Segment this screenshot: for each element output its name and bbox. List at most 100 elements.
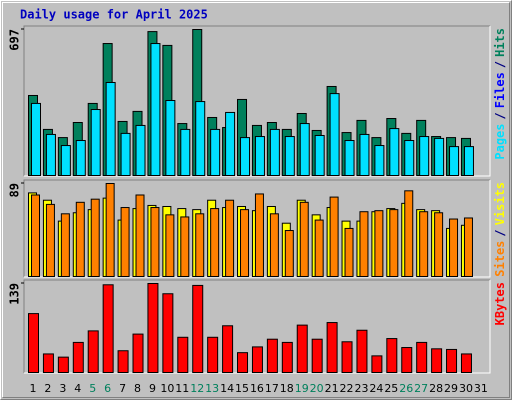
- bar: [165, 100, 176, 176]
- bar: [120, 207, 130, 277]
- bar: [311, 338, 323, 374]
- bar: [314, 219, 324, 277]
- x-tick-label: 31: [474, 382, 488, 395]
- legend-entry: Visits: [493, 182, 507, 225]
- x-tick-label: 28: [429, 382, 443, 395]
- legend-entry: Pages: [493, 124, 507, 160]
- x-tick-label: 13: [205, 382, 219, 395]
- bar: [314, 134, 325, 177]
- legend-entry: Sites: [493, 241, 507, 277]
- x-tick-label: 22: [340, 382, 354, 395]
- bar: [386, 338, 398, 374]
- bar: [210, 208, 220, 278]
- bar: [102, 284, 114, 373]
- x-tick-label: 2: [44, 382, 51, 395]
- bar: [449, 218, 459, 277]
- bar: [449, 146, 460, 177]
- x-tick-label: 21: [325, 382, 339, 395]
- legend-separator: /: [493, 229, 507, 236]
- bar: [135, 194, 145, 277]
- bar: [90, 198, 100, 278]
- bar: [135, 124, 146, 177]
- bar: [192, 284, 204, 374]
- bar: [431, 348, 443, 374]
- bar: [296, 324, 308, 374]
- bar: [75, 201, 85, 277]
- bar: [254, 193, 264, 277]
- bar: [240, 137, 251, 177]
- bar: [269, 128, 280, 177]
- bar: [344, 140, 355, 176]
- bar: [45, 203, 55, 277]
- bar: [326, 322, 338, 374]
- bar: [359, 133, 370, 176]
- bar: [419, 136, 430, 177]
- bar: [359, 211, 369, 277]
- legend: Sites / Visits: [493, 182, 507, 277]
- x-tick-label: 16: [250, 382, 264, 395]
- bar: [299, 201, 309, 277]
- x-tick-label: 6: [104, 382, 111, 395]
- bar: [162, 293, 174, 373]
- x-tick-label: 11: [175, 382, 189, 395]
- bar: [60, 213, 70, 278]
- legend-separator: /: [493, 61, 507, 68]
- bar: [195, 213, 205, 278]
- bar: [117, 350, 129, 374]
- x-tick-label: 9: [149, 382, 156, 395]
- x-tick-label: 8: [134, 382, 141, 395]
- x-tick-label: 27: [414, 382, 428, 395]
- x-tick-label: 10: [160, 382, 174, 395]
- x-tick-label: 23: [354, 382, 368, 395]
- bar: [463, 217, 473, 277]
- bar: [416, 341, 428, 373]
- bar: [31, 194, 40, 277]
- bar: [180, 216, 190, 277]
- legend-separator: /: [493, 112, 507, 119]
- panel-border: [23, 279, 490, 373]
- bar: [460, 353, 472, 373]
- bar: [284, 230, 294, 278]
- bar: [195, 101, 206, 176]
- bar: [150, 207, 160, 277]
- bar: [419, 211, 429, 277]
- panel-border: [23, 179, 490, 277]
- bar: [90, 109, 101, 176]
- bar: [105, 183, 115, 277]
- bar: [207, 336, 219, 374]
- bar: [222, 325, 234, 374]
- bar: [266, 338, 278, 374]
- bar: [389, 209, 399, 277]
- bar: [434, 212, 444, 277]
- bar: [28, 313, 39, 374]
- bar: [371, 355, 383, 373]
- x-tick-label: 12: [190, 382, 204, 395]
- bar: [225, 111, 236, 176]
- bar: [45, 133, 56, 176]
- x-tick-label: 19: [295, 382, 309, 395]
- bar: [177, 336, 189, 374]
- bar: [210, 128, 221, 177]
- y-tick-label: 697: [8, 29, 22, 51]
- bar: [147, 283, 159, 373]
- bar: [374, 210, 384, 277]
- bar: [356, 329, 368, 373]
- bar: [329, 196, 339, 278]
- bar: [341, 341, 353, 373]
- bar: [225, 199, 235, 277]
- bar: [60, 145, 71, 177]
- x-tick-label: 18: [280, 382, 294, 395]
- bar: [269, 213, 279, 278]
- x-tick-label: 29: [444, 382, 458, 395]
- legend-entry: Files: [493, 72, 507, 108]
- x-tick-label: 7: [119, 382, 126, 395]
- bar: [42, 353, 54, 373]
- bar: [284, 136, 295, 177]
- bar: [299, 123, 310, 176]
- bar: [344, 227, 354, 278]
- bar: [281, 341, 293, 373]
- x-tick-label: 15: [235, 382, 249, 395]
- x-tick-label: 20: [310, 382, 324, 395]
